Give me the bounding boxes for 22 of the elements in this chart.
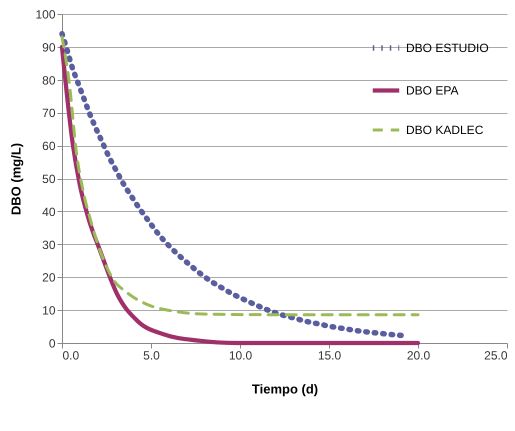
x-axis-title: Tiempo (d) (252, 382, 318, 396)
y-tick-label: 30 (42, 238, 56, 252)
x-tick-label: 15.0 (318, 348, 342, 362)
legend-label: DBO EPA (406, 84, 458, 98)
y-axis-title: DBO (mg/L) (8, 142, 24, 216)
y-tick-label: 10 (42, 304, 56, 318)
y-tick-label: 80 (42, 73, 56, 88)
y-tick-label: 60 (42, 139, 56, 154)
legend-label: DBO ESTUDIO (406, 41, 489, 55)
y-tick-label: 90 (42, 40, 56, 54)
x-tick-label: 0.0 (62, 348, 80, 362)
y-tick-label: 40 (42, 204, 56, 219)
y-tick-label: 100 (35, 8, 56, 22)
y-tick-label: 50 (42, 172, 56, 186)
x-tick-label: 25.0 (484, 348, 508, 362)
y-tick-label: 0 (48, 336, 56, 350)
x-tick-label: 10.0 (228, 348, 252, 362)
legend-label: DBO KADLEC (406, 123, 484, 137)
x-tick-label: 20.0 (406, 348, 430, 362)
y-tick-label: 70 (42, 106, 56, 120)
x-tick-label: 5.0 (143, 348, 160, 362)
y-tick-label: 20 (42, 270, 56, 285)
